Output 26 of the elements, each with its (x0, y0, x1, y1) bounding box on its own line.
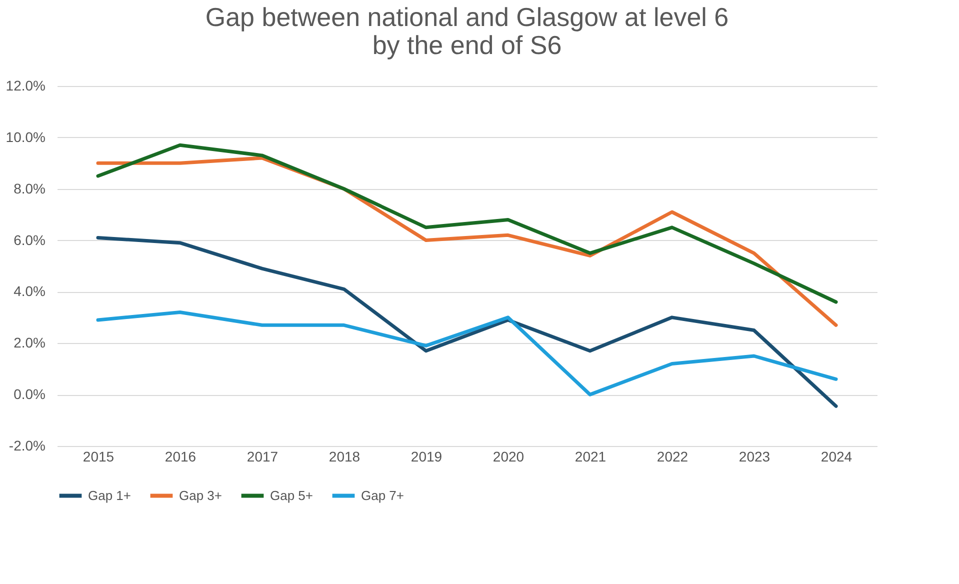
chart-title: Gap between national and Glasgow at level 6 by the end of S6 (205, 2, 729, 60)
x-tick-label: 2022 (656, 448, 688, 464)
y-tick-label: 8.0% (14, 180, 46, 196)
y-tick-label: 2.0% (14, 334, 46, 351)
line-series (96, 310, 838, 396)
x-tick-label: 2019 (410, 448, 442, 464)
x-tick-label: 2023 (738, 448, 770, 464)
x-tick-label: 2017 (246, 448, 278, 464)
x-tick-label: 2015 (82, 448, 114, 464)
legend-label: Gap 1+ (88, 488, 132, 503)
x-tick-label: 2024 (820, 448, 852, 464)
y-tick-label: -2.0% (8, 438, 46, 454)
line-series (96, 236, 838, 408)
x-tick-label: 2020 (492, 448, 524, 464)
y-tick-label: 4.0% (14, 283, 46, 300)
legend-label: Gap 7+ (361, 488, 404, 503)
legend-label: Gap 5+ (270, 488, 314, 503)
x-tick-label: 2018 (328, 448, 360, 464)
x-tick-label: 2021 (574, 448, 606, 464)
y-tick-label: 10.0% (6, 128, 46, 145)
x-tick-label: 2016 (164, 448, 196, 464)
y-tick-label: 12.0% (6, 78, 46, 94)
line-series (96, 143, 838, 304)
y-tick-label: 6.0% (14, 232, 46, 248)
legend-label: Gap 3+ (179, 488, 222, 503)
y-tick-label: 0.0% (14, 386, 46, 402)
